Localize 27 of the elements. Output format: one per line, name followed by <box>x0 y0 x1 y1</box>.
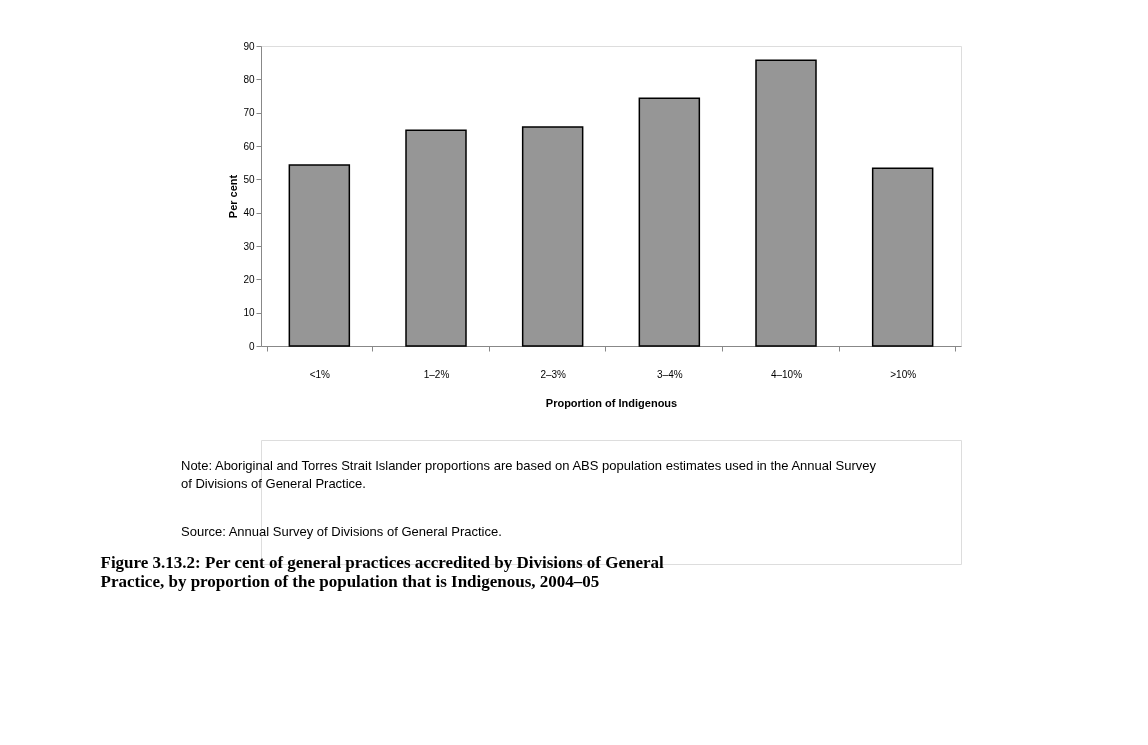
y-tick-label: 20 <box>243 273 255 285</box>
y-tick-label: 60 <box>243 140 255 152</box>
y-tick-label: 70 <box>243 107 255 119</box>
y-tick-label: 10 <box>243 307 255 319</box>
bar <box>755 59 817 347</box>
text: Note: Aboriginal and Torres Strait Islander proportions are based on ABS population estimates used in the Annual Survey of Divisions of General Practice. <box>181 458 877 491</box>
x-tick-label: >10% <box>890 368 917 380</box>
x-tick-label: 2–3% <box>540 368 567 380</box>
x-axis-title: Proportion of Indigenous <box>545 396 678 409</box>
text: Figure 3.13.2: Per cent of general practices accredited by Divisions of General Practice, by proportion of the population that is Indigenous, 2004–05 <box>100 552 665 591</box>
bar <box>288 164 351 347</box>
x-tick-label: 4–10% <box>770 368 803 380</box>
y-tick-label: 40 <box>243 207 255 219</box>
x-tick-label: <1% <box>309 368 331 380</box>
y-tick-label: 30 <box>243 240 255 252</box>
y-tick-label: 0 <box>248 340 255 352</box>
y-axis-title: Per cent <box>227 174 240 219</box>
bar <box>638 97 701 347</box>
x-tick-label: 1–2% <box>423 368 450 380</box>
y-tick-label: 80 <box>243 73 255 85</box>
bar <box>521 126 584 347</box>
source-note: Source: Annual Survey of Divisions of General Practice. <box>181 524 502 539</box>
y-tick-label: 50 <box>243 173 255 185</box>
y-tick-label: 90 <box>243 40 255 52</box>
bar <box>871 167 934 347</box>
bar <box>405 129 467 347</box>
x-tick-label: 3–4% <box>657 368 683 380</box>
